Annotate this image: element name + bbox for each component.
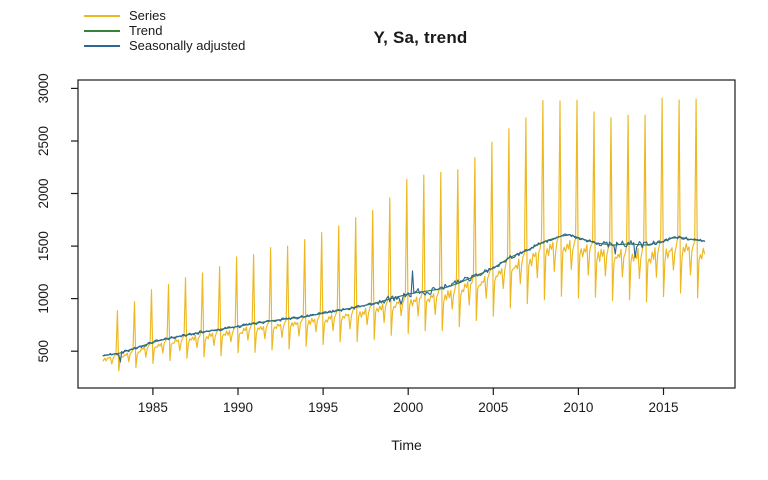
legend-item-trend: Trend [84, 23, 245, 38]
x-tick-label: 1990 [223, 400, 253, 415]
x-tick-label: 1985 [138, 400, 168, 415]
y-tick-label: 2000 [36, 178, 51, 208]
chart-title: Y, Sa, trend [373, 28, 468, 47]
x-tick-label: 2005 [478, 400, 508, 415]
legend-item-seasonally-adjusted: Seasonally adjusted [84, 38, 245, 53]
legend-item-series: Series [84, 8, 245, 23]
plot-border [77, 79, 736, 389]
chart-legend: Series Trend Seasonally adjusted [84, 8, 245, 53]
series-line [102, 97, 706, 372]
sa-line [102, 233, 706, 363]
legend-swatch-1 [84, 29, 120, 32]
x-tick-label: 2000 [393, 400, 423, 415]
x-tick-label: 1995 [308, 400, 338, 415]
legend-label-series: Series [129, 8, 166, 23]
y-tick-label: 1000 [36, 284, 51, 314]
x-axis-title: Time [391, 437, 422, 453]
legend-label-seasonally-adjusted: Seasonally adjusted [129, 38, 246, 53]
x-tick-label: 2010 [563, 400, 593, 415]
y-tick-label: 500 [36, 340, 51, 363]
y-tick-label: 1500 [36, 231, 51, 261]
legend-swatch-2 [84, 44, 120, 47]
legend-swatch-0 [84, 14, 120, 17]
legend-label-trend: Trend [129, 23, 163, 38]
y-tick-label: 2500 [36, 126, 51, 156]
y-tick-label: 3000 [36, 73, 51, 103]
x-tick-label: 2015 [648, 400, 678, 415]
